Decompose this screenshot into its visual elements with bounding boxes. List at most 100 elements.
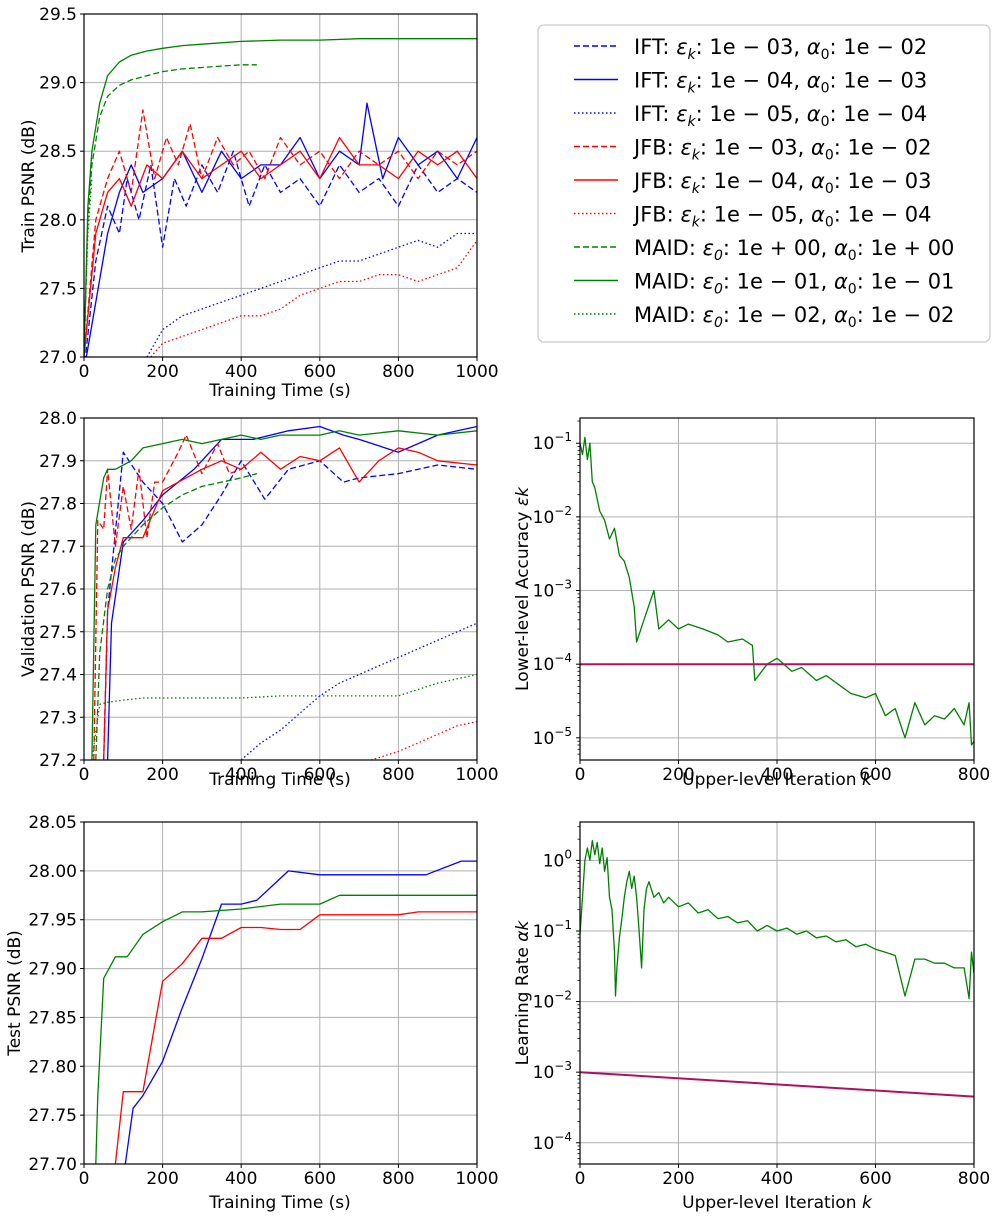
alpha-ytick-label: 10−3 [533,1059,572,1083]
train-series-1 [85,102,477,357]
val-ytick-label: 27.7 [39,537,77,557]
val-xtick-label: 1000 [455,765,498,785]
eps-ytick-label: 10−1 [533,430,572,454]
test-series-group [95,860,477,1164]
val-series-1 [106,425,477,760]
val-axes-frame [83,417,478,761]
val-ylabel: Validation PSNR (dB) [19,501,39,677]
eps-ylabel: Lower-level Accuracy εk [513,486,533,691]
val-xtick-label: 200 [146,765,178,785]
eps-ytick-label: 10−2 [533,504,572,528]
legend-label-7: MAID: ε0: 1e − 01, α0: 1e − 01 [634,270,954,298]
test-ytick-label: 27.70 [28,1155,77,1175]
train-ytick-label: 28.0 [39,211,77,231]
val-series-0 [103,451,477,760]
eps-series-0 [580,436,974,746]
eps-ytick-label: 10−4 [533,651,572,675]
eps-ytick-label: 10−3 [533,578,572,602]
train-series-4 [84,136,477,357]
legend-label-6: MAID: ε0: 1e + 00, α0: 1e + 00 [634,236,954,264]
val-series-4 [103,447,477,760]
legend-label-8: MAID: ε0: 1e − 02, α0: 1e − 02 [634,303,954,331]
val-ytick-label: 27.5 [39,623,77,643]
val-ytick-label: 27.3 [39,708,77,728]
train-ytick-label: 29.0 [39,74,77,94]
train-ytick-label: 29.5 [39,5,77,25]
alpha-ytick-label: 10−4 [533,1130,572,1154]
train-xtick-label: 600 [304,362,336,382]
test-series-0 [124,860,477,1164]
legend: IFT: εk: 1e − 03, α0: 1e − 02 IFT: εk: 1e… [537,24,991,343]
test-xtick-label: 0 [79,1169,90,1189]
val-series-group [91,425,477,760]
alpha-xlabel: Upper-level Iteration k [682,1193,873,1213]
val-series-7 [91,430,477,760]
val-ytick-label: 27.8 [39,495,77,515]
val-ytick-label: 27.4 [39,666,77,686]
alpha-series-1 [580,1071,974,1098]
train-series-7 [84,38,477,357]
val-series-2 [240,622,477,760]
test-xtick-label: 200 [146,1169,178,1189]
test-xtick-label: 1000 [455,1169,498,1189]
val-ytick-label: 27.2 [39,751,77,771]
test-ytick-label: 27.95 [28,911,77,931]
legend-frame [537,24,991,343]
test-psnr-plot: Test PSNR (dB) Training Time (s) 0 200 400… [5,813,499,1213]
legend-label-3: JFB: εk: 1e − 03, α0: 1e − 02 [632,136,931,164]
train-xtick-label: 400 [225,362,257,382]
train-ylabel: Train PSNR (dB) [19,120,39,254]
test-ylabel: Test PSNR (dB) [5,930,25,1057]
val-xtick-label: 600 [304,765,336,785]
test-ytick-label: 28.00 [28,862,77,882]
test-ytick-label: 27.75 [28,1106,77,1126]
eps-axes-frame [579,417,975,761]
val-series-3 [93,434,242,760]
train-series-group [84,38,477,357]
test-series-2 [95,894,477,1164]
legend-label-2: IFT: εk: 1e − 05, α0: 1e − 04 [634,102,927,130]
alpha-xtick-label: 200 [662,1169,694,1189]
test-xtick-label: 600 [304,1169,336,1189]
train-ytick-label: 28.5 [39,142,77,162]
train-series-8 [84,178,93,357]
eps-ytick-label: 10−5 [533,725,572,749]
legend-label-4: JFB: εk: 1e − 04, α0: 1e − 03 [632,169,931,197]
alpha-xtick-label: 600 [859,1169,891,1189]
test-ytick-label: 27.80 [28,1057,77,1077]
train-series-5 [150,240,477,357]
alpha-series-0 [580,840,974,1000]
train-xtick-label: 800 [382,362,414,382]
alpha-ytick-label: 100 [543,847,572,871]
train-xtick-label: 200 [146,362,178,382]
legend-label-0: IFT: εk: 1e − 03, α0: 1e − 02 [634,35,927,63]
learning-rate-plot: Learning Rate αk Upper-level Iteration k… [513,821,990,1213]
alpha-xtick-label: 0 [575,1169,586,1189]
alpha-series-group [580,840,974,1098]
train-axes-frame [83,13,478,358]
train-xtick-label: 1000 [455,362,498,382]
val-ytick-label: 27.9 [39,452,77,472]
alpha-axes-frame [579,821,975,1165]
lower-level-accuracy-plot: Lower-level Accuracy εk Upper-level Iter… [513,417,990,790]
val-series-8 [91,673,477,760]
val-xlabel: Training Time (s) [208,770,351,790]
test-xlabel: Training Time (s) [208,1193,351,1213]
val-series-5 [370,720,477,760]
eps-xtick-label: 200 [662,765,694,785]
train-series-6 [84,64,257,357]
validation-psnr-plot: Validation PSNR (dB) Training Time (s) 0… [19,409,499,790]
test-ytick-label: 28.05 [28,813,77,833]
train-series-3 [84,109,477,357]
legend-label-1: IFT: εk: 1e − 04, α0: 1e − 03 [634,69,927,97]
train-ytick-label: 27.5 [39,279,77,299]
legend-label-5: JFB: εk: 1e − 05, α0: 1e − 04 [632,203,931,231]
train-xlabel: Training Time (s) [208,381,351,401]
test-xtick-label: 800 [382,1169,414,1189]
test-ytick-label: 27.90 [28,960,77,980]
test-series-1 [114,911,477,1164]
val-ytick-label: 27.6 [39,580,77,600]
eps-xtick-label: 600 [859,765,891,785]
train-ytick-label: 27.0 [39,348,77,368]
